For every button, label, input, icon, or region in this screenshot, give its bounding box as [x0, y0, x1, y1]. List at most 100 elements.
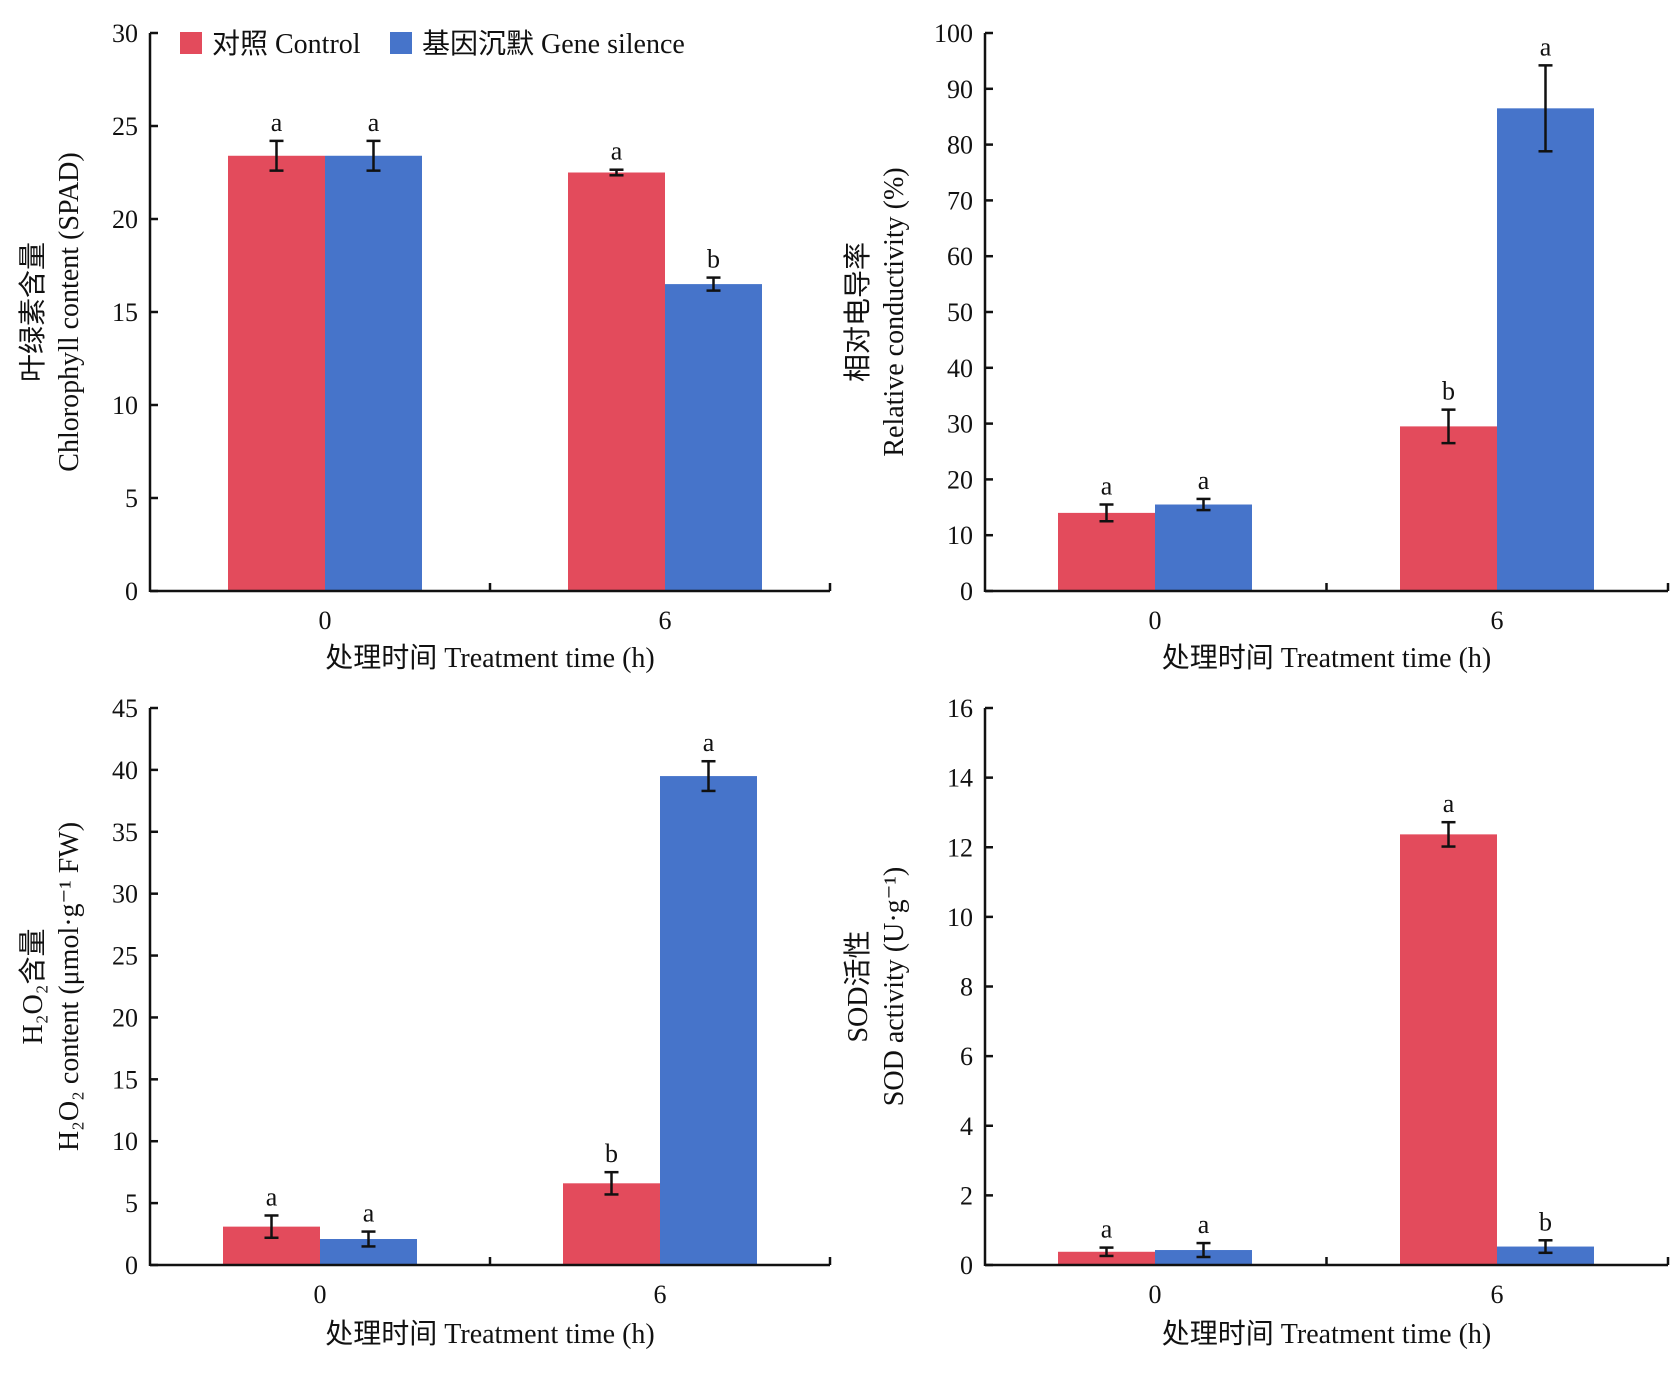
bar-control-6	[1400, 834, 1497, 1265]
significance-letter: a	[266, 1182, 278, 1211]
axes	[983, 708, 1670, 1267]
legend: 对照 Control 基因沉默 Gene silence	[180, 28, 685, 60]
y-tick-label: 20	[112, 205, 138, 234]
y-tick-label: 100	[934, 19, 973, 48]
y-tick-label: 45	[112, 694, 138, 723]
bar-silence-6	[665, 284, 762, 591]
y-tick-label: 6	[960, 1042, 973, 1071]
y-axis-title-cn: H₂O₂含量	[17, 929, 49, 1045]
y-tick-label: 0	[125, 577, 138, 606]
significance-letter: a	[1198, 466, 1210, 495]
y-tick-label: 40	[947, 354, 973, 383]
error-bar	[269, 139, 284, 172]
y-tick-label: 10	[947, 521, 973, 550]
y-axis-title-cn: SOD活性	[842, 930, 874, 1042]
y-tick-label: 20	[947, 465, 973, 494]
significance-letter: a	[363, 1199, 375, 1228]
error-bar	[1099, 503, 1114, 523]
error-bar	[1441, 820, 1456, 848]
significance-letter: a	[703, 728, 715, 757]
y-tick-label: 35	[112, 818, 138, 847]
x-axis-title: 处理时间 Treatment time (h)	[1162, 642, 1491, 674]
axes	[148, 708, 832, 1267]
y-tick-label: 10	[112, 391, 138, 420]
y-tick-label: 40	[112, 756, 138, 785]
significance-letter: a	[1101, 1215, 1113, 1244]
y-tick-label: 4	[960, 1112, 973, 1141]
legend-label-control: 对照 Control	[212, 28, 361, 60]
significance-letter: b	[1442, 377, 1455, 406]
y-axis-title-en: H₂O₂ content (μmol·g⁻¹ FW)	[54, 822, 85, 1151]
significance-letter: b	[1539, 1207, 1552, 1236]
bar-control-6	[1400, 426, 1497, 591]
legend-swatch-control	[180, 32, 202, 54]
significance-letter: a	[368, 108, 380, 137]
error-bar	[1538, 64, 1553, 153]
y-axis-title-en: Chlorophyll content (SPAD)	[54, 152, 85, 471]
y-axis-title-en: Relative conductivity (%)	[879, 167, 910, 456]
bar-control-6	[563, 1183, 660, 1265]
error-bar	[1196, 497, 1211, 512]
y-tick-label: 15	[112, 1065, 138, 1094]
bar-control-0	[1058, 1251, 1155, 1265]
bar-silence-0	[325, 155, 422, 591]
y-axis-title-cn: 相对电导率	[842, 242, 874, 382]
y-tick-label: 30	[112, 880, 138, 909]
significance-letter: a	[1540, 32, 1552, 61]
y-tick-label: 2	[960, 1181, 973, 1210]
error-bar	[264, 1214, 279, 1240]
legend-label-silence: 基因沉默 Gene silence	[422, 28, 685, 60]
x-axis-title: 处理时间 Treatment time (h)	[325, 642, 654, 674]
y-tick-label: 90	[947, 75, 973, 104]
y-axis-title-en: SOD activity (U·g⁻¹)	[879, 867, 910, 1106]
y-tick-label: 25	[112, 942, 138, 971]
y-tick-label: 15	[112, 298, 138, 327]
error-bar	[1538, 1239, 1553, 1255]
y-tick-label: 10	[112, 1127, 138, 1156]
error-bar	[701, 759, 716, 793]
y-tick-label: 30	[112, 19, 138, 48]
y-axis-title-cn: 叶绿素含量	[17, 242, 49, 382]
significance-letter: a	[611, 137, 623, 166]
y-tick-label: 8	[960, 973, 973, 1002]
significance-letter: a	[1198, 1210, 1210, 1239]
bar-control-0	[228, 155, 325, 591]
bar-control-0	[1058, 512, 1155, 591]
x-tick-label: 0	[1149, 606, 1162, 635]
x-tick-label: 6	[659, 606, 672, 635]
y-tick-label: 5	[125, 1189, 138, 1218]
error-bar	[361, 1230, 376, 1248]
x-axis-title: 处理时间 Treatment time (h)	[1162, 1318, 1491, 1350]
x-axis-title: 处理时间 Treatment time (h)	[325, 1318, 654, 1350]
bar-silence-6	[1497, 1246, 1594, 1265]
significance-letter: a	[271, 108, 283, 137]
y-tick-label: 5	[125, 484, 138, 513]
error-bar	[1196, 1241, 1211, 1259]
error-bar	[604, 1170, 619, 1196]
bar-control-6	[568, 172, 665, 591]
x-tick-label: 6	[1491, 1280, 1504, 1309]
x-tick-label: 6	[1491, 606, 1504, 635]
x-tick-label: 0	[1149, 1280, 1162, 1309]
x-tick-label: 0	[319, 606, 332, 635]
y-tick-label: 12	[947, 833, 973, 862]
y-tick-label: 60	[947, 242, 973, 271]
y-tick-label: 0	[960, 577, 973, 606]
y-tick-label: 30	[947, 410, 973, 439]
y-tick-label: 80	[947, 131, 973, 160]
y-tick-label: 0	[960, 1251, 973, 1280]
error-bar	[609, 168, 624, 177]
y-tick-label: 70	[947, 186, 973, 215]
y-tick-label: 20	[112, 1003, 138, 1032]
x-tick-label: 0	[314, 1280, 327, 1309]
significance-letter: b	[707, 245, 720, 274]
y-tick-label: 0	[125, 1251, 138, 1280]
y-tick-label: 16	[947, 694, 973, 723]
legend-swatch-silence	[390, 32, 412, 54]
y-tick-label: 50	[947, 298, 973, 327]
x-tick-label: 6	[654, 1280, 667, 1309]
